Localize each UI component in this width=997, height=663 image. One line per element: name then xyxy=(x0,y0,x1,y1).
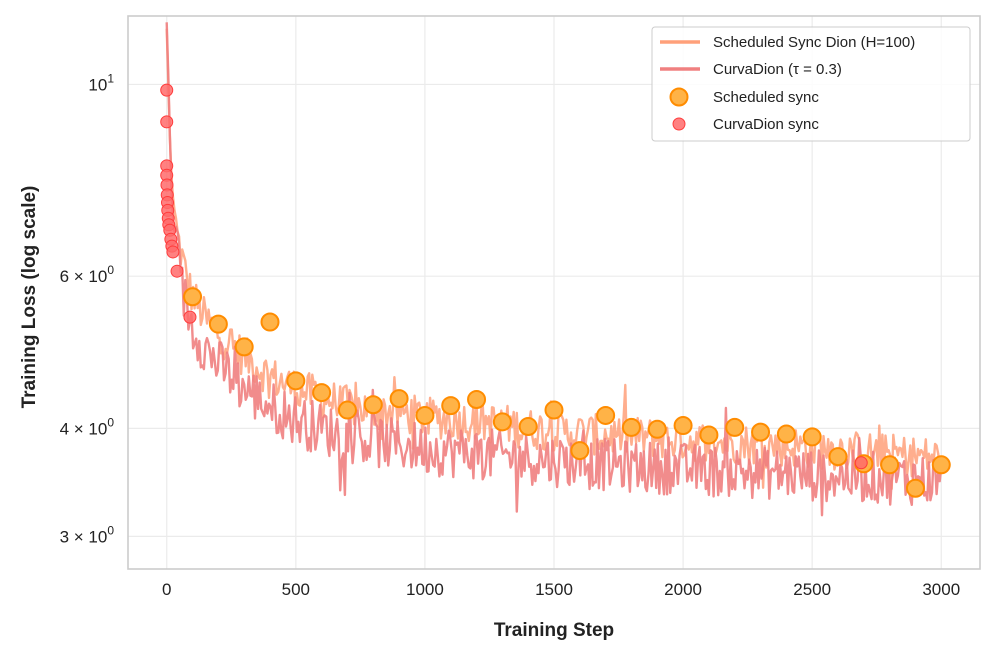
x-axis-title: Training Step xyxy=(494,620,614,641)
y-tick-label: 3 × 100 xyxy=(60,523,115,546)
y-tick-label: 101 xyxy=(88,71,114,94)
scheduled-sync-point xyxy=(492,412,512,432)
legend-label-scheduled-sync: Scheduled sync xyxy=(713,89,819,106)
scheduled-sync-point xyxy=(880,455,900,475)
series-layer xyxy=(160,22,951,517)
scheduled-sync-point xyxy=(260,312,280,332)
curvadion-sync-point xyxy=(166,245,180,259)
x-tick-label: 3000 xyxy=(922,580,960,599)
scheduled-sync-point xyxy=(415,405,435,425)
scheduled-sync-point xyxy=(699,425,719,445)
scheduled-sync-point xyxy=(828,447,848,467)
x-tick-label: 2500 xyxy=(793,580,831,599)
legend-marker-scheduled-sync xyxy=(669,87,689,107)
y-tick-label: 6 × 100 xyxy=(60,263,115,286)
series-line-curvadion xyxy=(165,22,943,517)
legend-label-curvadion: CurvaDion (τ = 0.3) xyxy=(713,61,842,78)
curvadion-sync-point xyxy=(183,310,197,324)
scheduled-sync-point xyxy=(621,417,641,437)
scheduled-sync-point xyxy=(725,417,745,437)
scheduled-sync-point xyxy=(518,416,538,436)
axes: 0 500 1000 1500 2000 2500 3000 101 6 × 100 4 × 10… xyxy=(60,71,961,599)
scheduled-sync-point xyxy=(467,389,487,409)
legend-label-scheduled-sync-dion: Scheduled Sync Dion (H=100) xyxy=(713,34,915,51)
x-tick-label: 0 xyxy=(162,580,171,599)
curvadion-sync-point xyxy=(160,83,174,97)
scheduled-sync-point xyxy=(234,337,254,357)
scheduled-sync-point xyxy=(208,314,228,334)
scheduled-sync-point xyxy=(389,389,409,409)
scheduled-sync-point xyxy=(570,441,590,461)
scheduled-sync-point xyxy=(647,419,667,439)
scheduled-sync-point xyxy=(776,424,796,444)
scheduled-sync-point xyxy=(596,405,616,425)
plot-frame xyxy=(127,15,981,570)
scheduled-sync-point xyxy=(802,427,822,447)
legend-box xyxy=(651,26,971,142)
x-tick-label: 1000 xyxy=(406,580,444,599)
y-axis-title: Training Loss (log scale) xyxy=(19,186,40,409)
legend-marker-curvadion-sync xyxy=(672,117,686,131)
legend-label-curvadion-sync: CurvaDion sync xyxy=(713,116,819,133)
scheduled-sync-point xyxy=(441,396,461,416)
y-tick-label: 4 × 100 xyxy=(60,415,115,438)
scheduled-sync-point xyxy=(931,455,951,475)
scheduled-sync-point xyxy=(337,400,357,420)
scheduled-sync-point xyxy=(286,371,306,391)
x-tick-label: 2000 xyxy=(664,580,702,599)
scheduled-sync-point xyxy=(673,416,693,436)
curvadion-sync-point xyxy=(170,264,184,278)
x-tick-label: 1500 xyxy=(535,580,573,599)
scheduled-sync-point xyxy=(905,478,925,498)
scheduled-sync-point xyxy=(312,383,332,403)
scheduled-sync-point xyxy=(363,395,383,415)
scheduled-sync-point xyxy=(751,422,771,442)
x-tick-label: 500 xyxy=(282,580,310,599)
legend: Scheduled Sync Dion (H=100) CurvaDion (τ… xyxy=(651,26,971,142)
curvadion-sync-point xyxy=(160,115,174,129)
curvadion-sync-point xyxy=(854,456,868,470)
scheduled-sync-point xyxy=(183,287,203,307)
scheduled-sync-point xyxy=(544,400,564,420)
grid xyxy=(128,16,980,569)
